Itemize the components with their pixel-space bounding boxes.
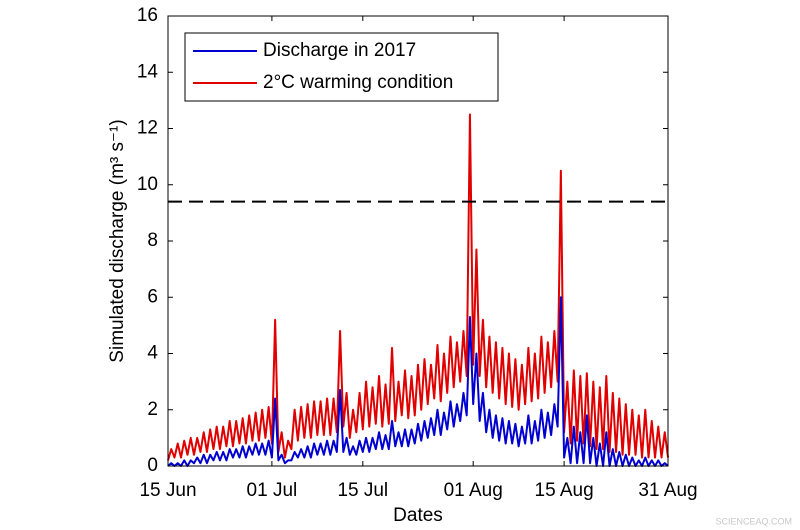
x-tick-label: 15 Aug	[535, 480, 594, 501]
x-tick-label: 15 Jul	[337, 480, 388, 501]
y-tick-label: 8	[147, 230, 158, 251]
plot-frame	[167, 15, 669, 467]
y-tick-label: 2	[147, 399, 158, 420]
watermark: SCIENCEAQ.COM	[715, 516, 792, 526]
y-tick-label: 10	[137, 174, 158, 195]
x-axis-label: Dates	[393, 505, 443, 526]
x-tick-label: 31 Aug	[638, 480, 697, 501]
legend-box	[184, 32, 499, 102]
y-tick-label: 12	[137, 118, 158, 139]
y-tick-label: 6	[147, 286, 158, 307]
series-line	[167, 296, 669, 467]
y-tick-label: 4	[147, 343, 158, 364]
series-line	[167, 113, 669, 461]
x-tick-label: 01 Aug	[444, 480, 503, 501]
legend-label: 2°C warming condition	[263, 72, 453, 93]
x-tick-label: 15 Jun	[139, 480, 196, 501]
x-tick-label: 01 Jul	[247, 480, 298, 501]
y-tick-label: 0	[147, 455, 158, 476]
y-tick-label: 14	[137, 61, 159, 82]
legend-label: Discharge in 2017	[263, 40, 416, 61]
y-tick-label: 16	[137, 5, 158, 26]
y-axis-label: Simulated discharge (m³ s⁻¹)	[107, 119, 128, 362]
